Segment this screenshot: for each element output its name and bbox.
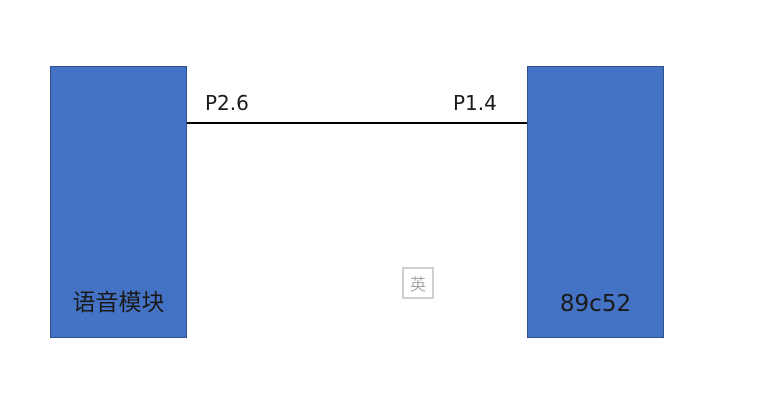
mcu-89c52-block: 89c52 — [527, 66, 664, 338]
voice-module-block: 语音模块 — [50, 66, 187, 338]
connection-wire — [187, 122, 527, 124]
ime-language-indicator[interactable]: 英 — [402, 267, 434, 299]
pin-label-right: P1.4 — [453, 91, 497, 115]
voice-module-label: 语音模块 — [72, 290, 165, 316]
pin-label-left: P2.6 — [205, 91, 249, 115]
mcu-label: 89c52 — [559, 291, 632, 317]
